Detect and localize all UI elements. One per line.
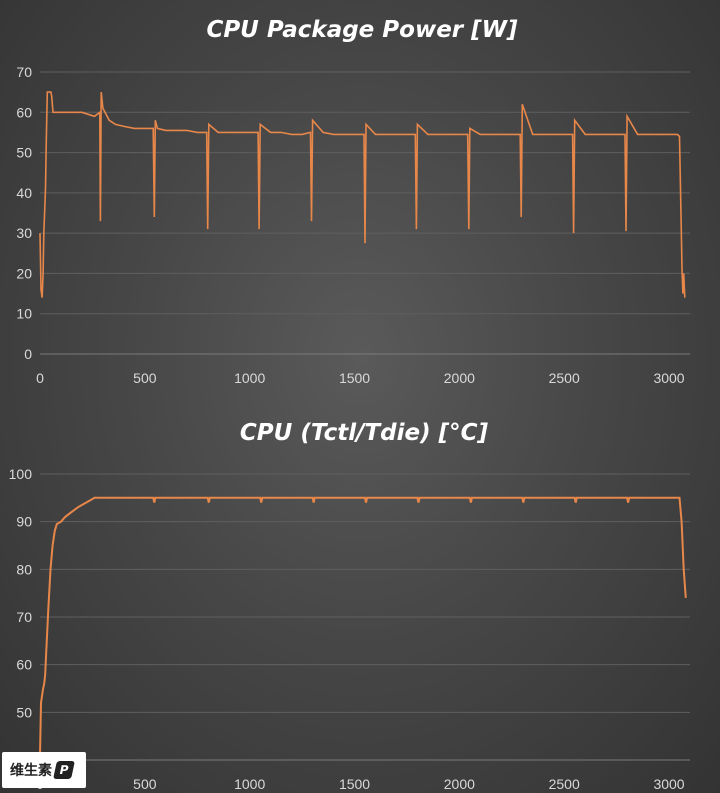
temperature-x-tick-label: 1500 bbox=[339, 776, 370, 792]
temperature-x-tick-label: 500 bbox=[133, 776, 157, 792]
temperature-y-tick-label: 70 bbox=[16, 609, 32, 625]
power-x-tick-label: 500 bbox=[133, 370, 157, 386]
power-x-tick-label: 1500 bbox=[339, 370, 370, 386]
power-y-tick-label: 70 bbox=[16, 64, 32, 80]
power-chart-title: CPU Package Power [W] bbox=[206, 17, 518, 43]
logo-mark: P bbox=[53, 761, 75, 779]
temperature-y-tick-label: 100 bbox=[9, 466, 33, 482]
temperature-y-tick-label: 60 bbox=[16, 657, 32, 673]
power-y-tick-label: 20 bbox=[16, 265, 32, 281]
temperature-chart: CPU (Tctl/Tdie) [°C] 405060708090100 050… bbox=[9, 420, 690, 792]
power-y-tick-label: 40 bbox=[16, 185, 32, 201]
watermark-logo: 维生素 P bbox=[2, 752, 86, 788]
power-x-ticks: 0 500 1000 1500 2000 2500 3000 bbox=[36, 370, 685, 386]
temperature-x-tick-label: 2000 bbox=[444, 776, 475, 792]
power-series-line bbox=[39, 91, 686, 298]
power-x-tick-label: 1000 bbox=[234, 370, 265, 386]
power-y-ticks: 0 10 20 30 40 50 60 70 bbox=[16, 64, 32, 362]
logo-text: 维生素 bbox=[10, 763, 52, 779]
power-y-tick-label: 10 bbox=[16, 306, 32, 322]
temperature-x-tick-label: 2500 bbox=[549, 776, 580, 792]
temperature-y-ticks: 405060708090100 bbox=[9, 466, 33, 768]
temperature-x-tick-label: 1000 bbox=[234, 776, 265, 792]
temperature-gridlines bbox=[40, 473, 690, 761]
temperature-x-tick-label: 3000 bbox=[653, 776, 684, 792]
power-y-tick-label: 60 bbox=[16, 104, 32, 120]
power-x-tick-label: 3000 bbox=[653, 370, 684, 386]
temperature-y-tick-label: 80 bbox=[16, 561, 32, 577]
temperature-y-tick-label: 50 bbox=[16, 704, 32, 720]
power-y-tick-label: 50 bbox=[16, 145, 32, 161]
power-x-tick-label: 0 bbox=[36, 370, 44, 386]
power-x-tick-label: 2000 bbox=[444, 370, 475, 386]
temperature-series-line bbox=[39, 496, 687, 756]
power-chart: CPU Package Power [W] 0 10 20 30 40 50 60 70 0 5… bbox=[16, 17, 690, 386]
power-y-tick-label: 30 bbox=[16, 225, 32, 241]
power-x-tick-label: 2500 bbox=[549, 370, 580, 386]
power-y-tick-label: 0 bbox=[24, 346, 32, 362]
temperature-chart-title: CPU (Tctl/Tdie) [°C] bbox=[240, 420, 489, 446]
temperature-y-tick-label: 90 bbox=[16, 514, 32, 530]
